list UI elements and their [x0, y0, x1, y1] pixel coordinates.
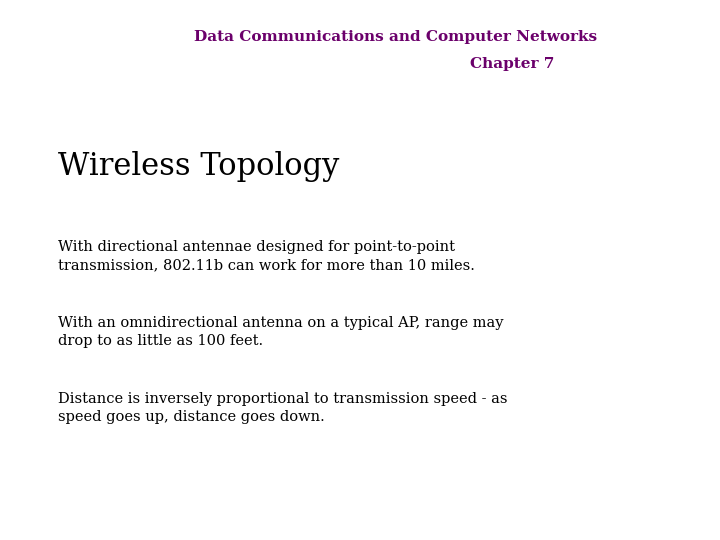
Text: Data Communications and Computer Networks: Data Communications and Computer Network…	[194, 30, 598, 44]
Text: With directional antennae designed for point-to-point
transmission, 802.11b can : With directional antennae designed for p…	[58, 240, 474, 273]
Text: Distance is inversely proportional to transmission speed - as
speed goes up, dis: Distance is inversely proportional to tr…	[58, 392, 507, 424]
Text: With an omnidirectional antenna on a typical AP, range may
drop to as little as : With an omnidirectional antenna on a typ…	[58, 316, 503, 348]
Text: Wireless Topology: Wireless Topology	[58, 151, 339, 182]
Text: Chapter 7: Chapter 7	[470, 57, 554, 71]
